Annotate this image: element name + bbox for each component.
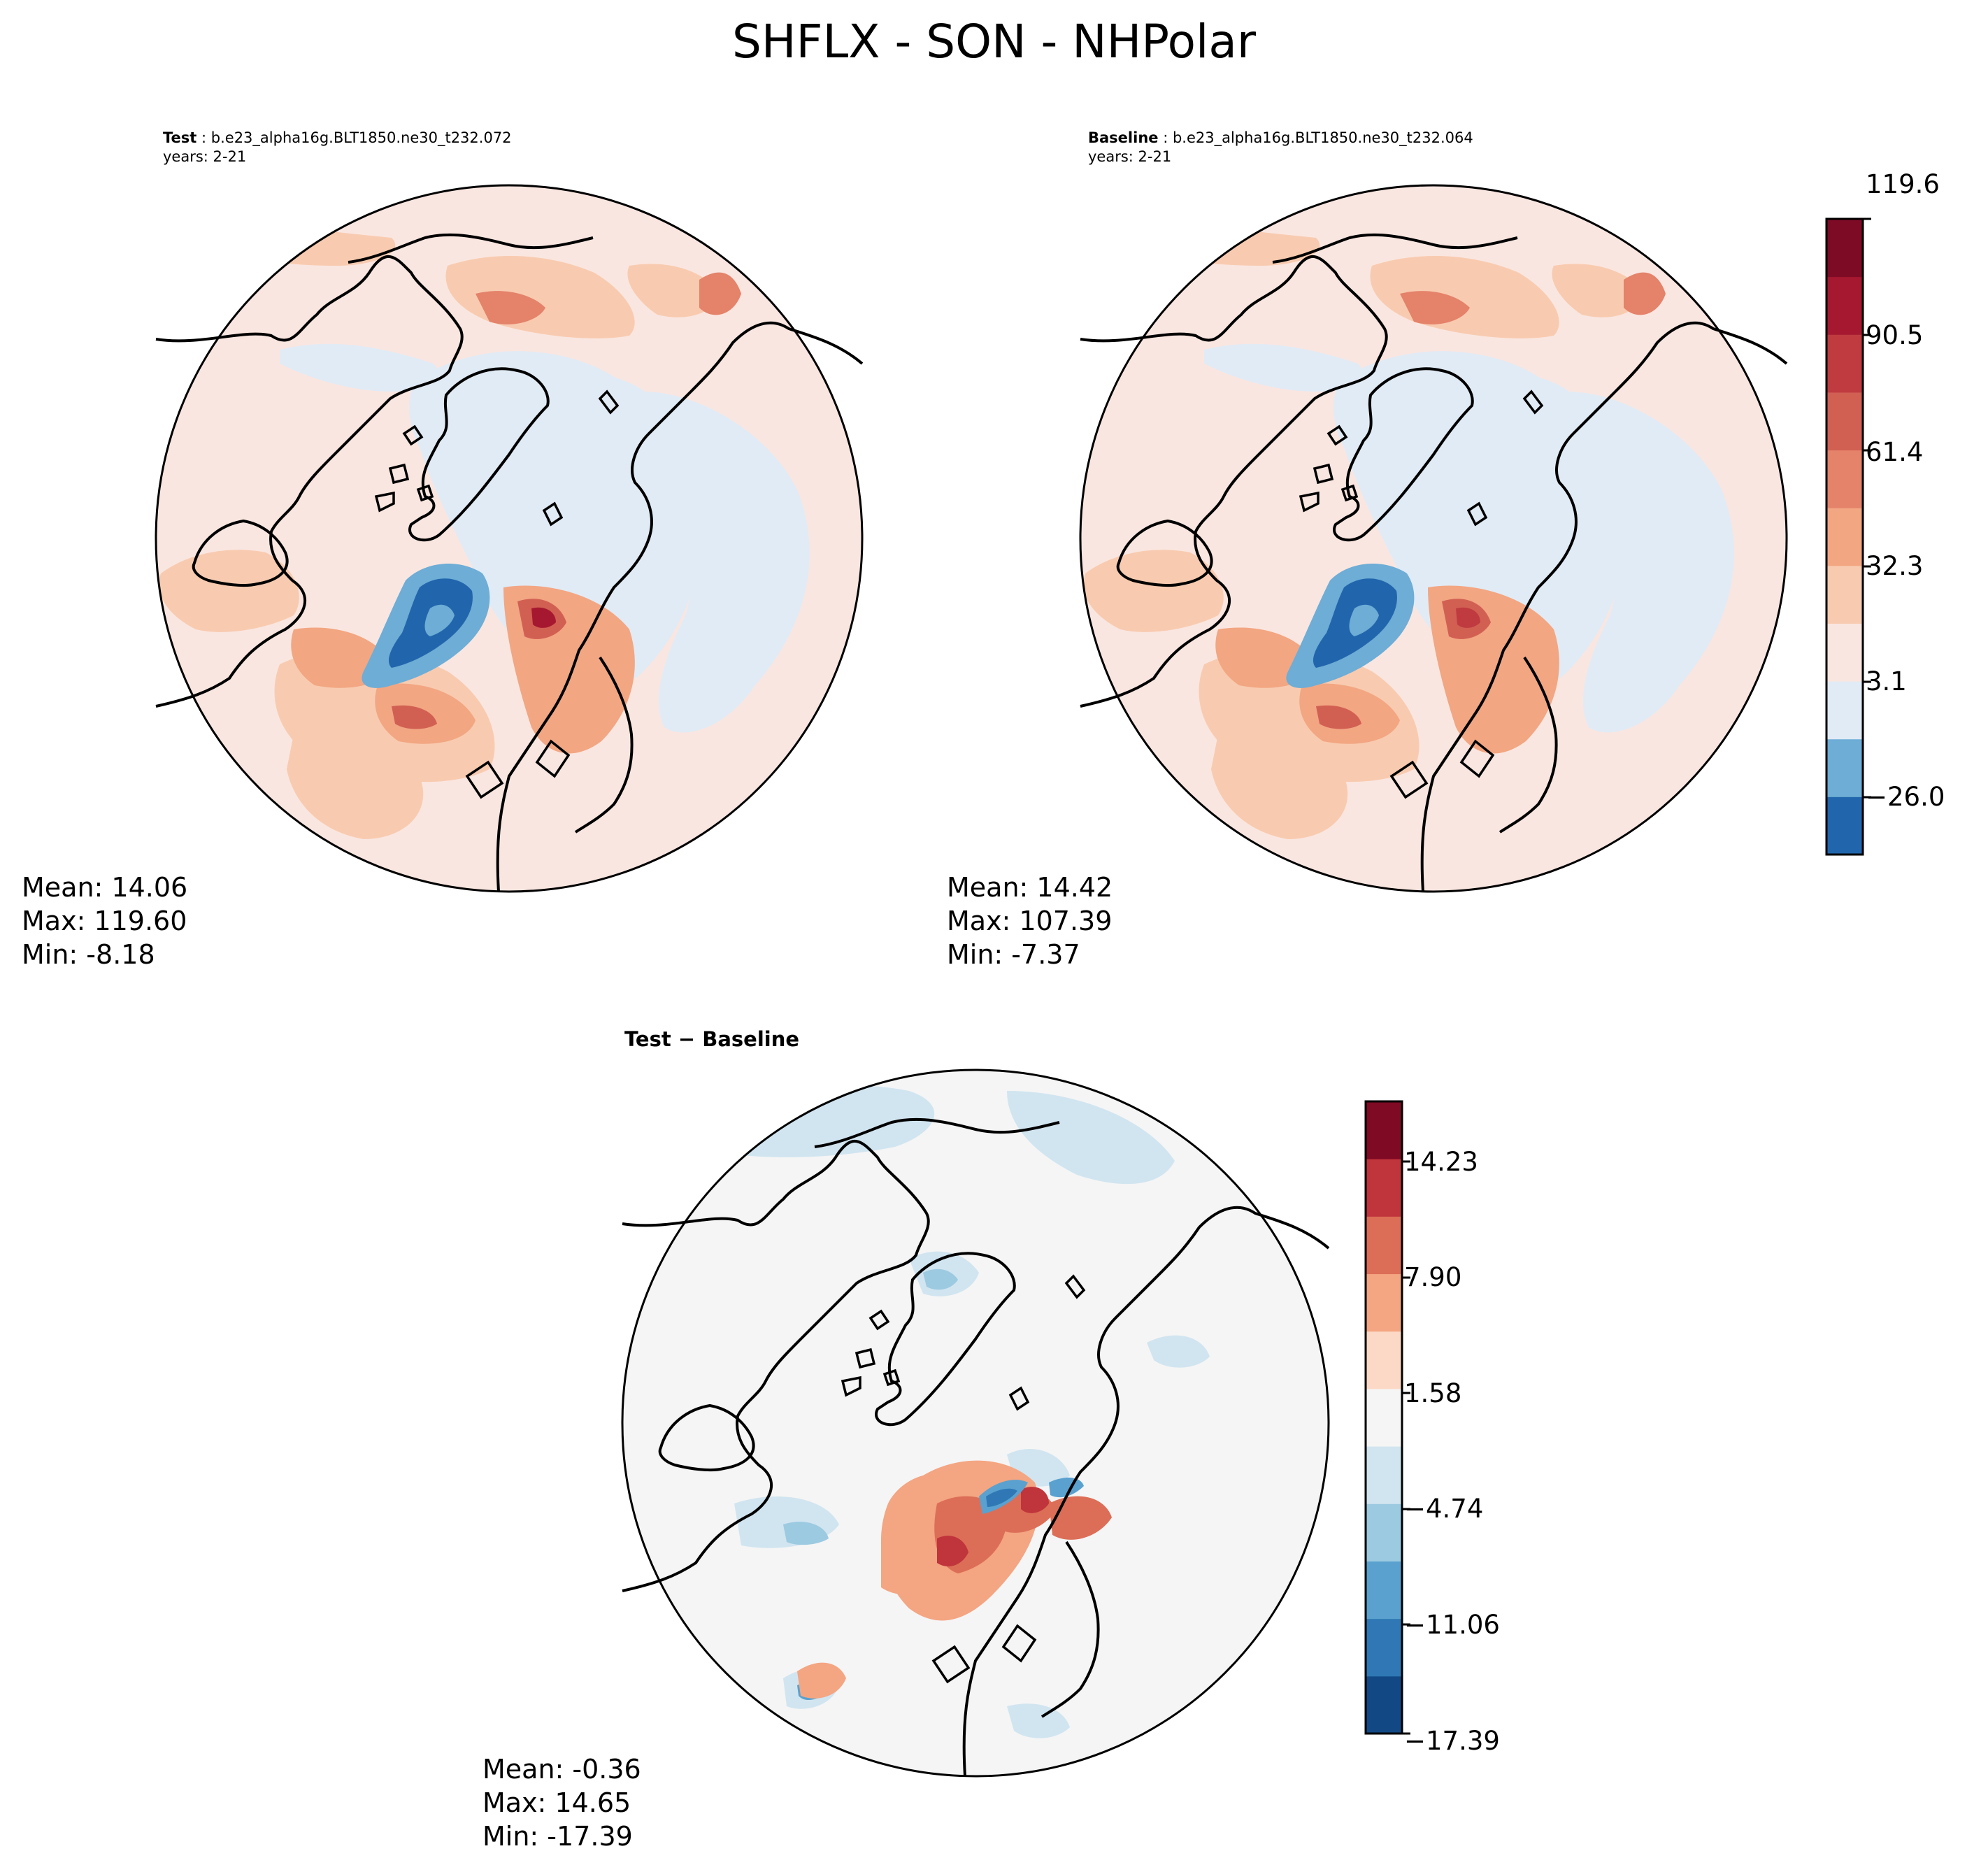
test-max: Max: 119.60 — [22, 906, 187, 936]
cb-main-segment — [1826, 565, 1863, 624]
baseline-panel-title: Baseline : b.e23_alpha16g.BLT1850.ne30_t… — [1088, 129, 1473, 166]
cb-diff-segment — [1366, 1503, 1402, 1562]
diff-colorbar — [1364, 1100, 1410, 1735]
cb-diff-tick-6: −17.39 — [1404, 1726, 1500, 1756]
cb-main-segment — [1826, 796, 1863, 855]
cb-main-segment — [1826, 450, 1863, 508]
cb-diff-segment — [1366, 1446, 1402, 1504]
test-panel-title: Test : b.e23_alpha16g.BLT1850.ne30_t232.… — [163, 129, 512, 166]
test-years: years: 2-21 — [163, 148, 247, 165]
cb-diff-segment — [1366, 1561, 1402, 1620]
cb-main-segment — [1826, 681, 1863, 740]
cb-diff-segment — [1366, 1216, 1402, 1275]
cb-diff-segment — [1366, 1331, 1402, 1389]
cb-diff-tick-1: 14.23 — [1404, 1147, 1478, 1177]
test-mean: Mean: 14.06 — [22, 872, 188, 903]
baseline-stats: Mean: 14.42 Max: 107.39 Min: -7.37 — [947, 871, 1113, 971]
cb-diff-segment — [1366, 1618, 1402, 1677]
cb-diff-tick-5: −11.06 — [1404, 1610, 1500, 1640]
cb-main-segment — [1826, 738, 1863, 797]
cb-main-tick-1: 119.6 — [1866, 169, 1940, 199]
cb-main-segment — [1826, 219, 1863, 278]
test-stats: Mean: 14.06 Max: 119.60 Min: -8.18 — [22, 871, 187, 971]
test-case-name: b.e23_alpha16g.BLT1850.ne30_t232.072 — [210, 129, 512, 146]
test-map — [155, 184, 864, 894]
cb-diff-tick-4: −4.74 — [1404, 1494, 1484, 1524]
cb-main-tick-2: 90.5 — [1866, 320, 1924, 350]
cb-diff-tick-3: 1.58 — [1404, 1378, 1462, 1408]
diff-min: Min: -17.39 — [482, 1821, 633, 1852]
cb-diff-segment — [1366, 1101, 1402, 1159]
figure-title: SHFLX - SON - NHPolar — [732, 15, 1256, 69]
baseline-case-name: b.e23_alpha16g.BLT1850.ne30_t232.064 — [1172, 129, 1473, 146]
cb-main-segment — [1826, 508, 1863, 566]
cb-main-tick-5: 3.1 — [1866, 666, 1907, 696]
colon-sep: : — [1158, 129, 1173, 146]
cb-diff-border — [1364, 1100, 1403, 1735]
baseline-max: Max: 107.39 — [947, 906, 1113, 936]
cb-diff-segment — [1366, 1388, 1402, 1447]
diff-mean: Mean: -0.36 — [482, 1754, 641, 1785]
diff-map — [621, 1069, 1331, 1778]
cb-main-tick-3: 61.4 — [1866, 437, 1924, 467]
diff-max: Max: 14.65 — [482, 1787, 631, 1818]
diff-panel-title: Test − Baseline — [624, 1027, 800, 1051]
cb-main-tick-4: 32.3 — [1866, 551, 1924, 581]
cb-diff-segment — [1366, 1159, 1402, 1217]
baseline-years: years: 2-21 — [1088, 148, 1172, 165]
colon-sep: : — [196, 129, 211, 146]
main-colorbar — [1825, 217, 1871, 856]
cb-main-segment — [1826, 392, 1863, 451]
test-label: Test — [163, 129, 197, 146]
baseline-label: Baseline — [1088, 129, 1159, 146]
diff-stats: Mean: -0.36 Max: 14.65 Min: -17.39 — [482, 1752, 641, 1853]
cb-main-border — [1825, 217, 1864, 856]
baseline-min: Min: -7.37 — [947, 939, 1080, 970]
test-min: Min: -8.18 — [22, 939, 155, 970]
cb-main-segment — [1826, 334, 1863, 393]
baseline-mean: Mean: 14.42 — [947, 872, 1113, 903]
cb-diff-tick-2: 7.90 — [1404, 1262, 1462, 1292]
cb-main-segment — [1826, 623, 1863, 682]
cb-diff-segment — [1366, 1675, 1402, 1734]
cb-main-segment — [1826, 276, 1863, 335]
cb-diff-segment — [1366, 1273, 1402, 1332]
cb-main-tick-6: −26.0 — [1866, 782, 1945, 812]
baseline-map — [1079, 184, 1788, 894]
